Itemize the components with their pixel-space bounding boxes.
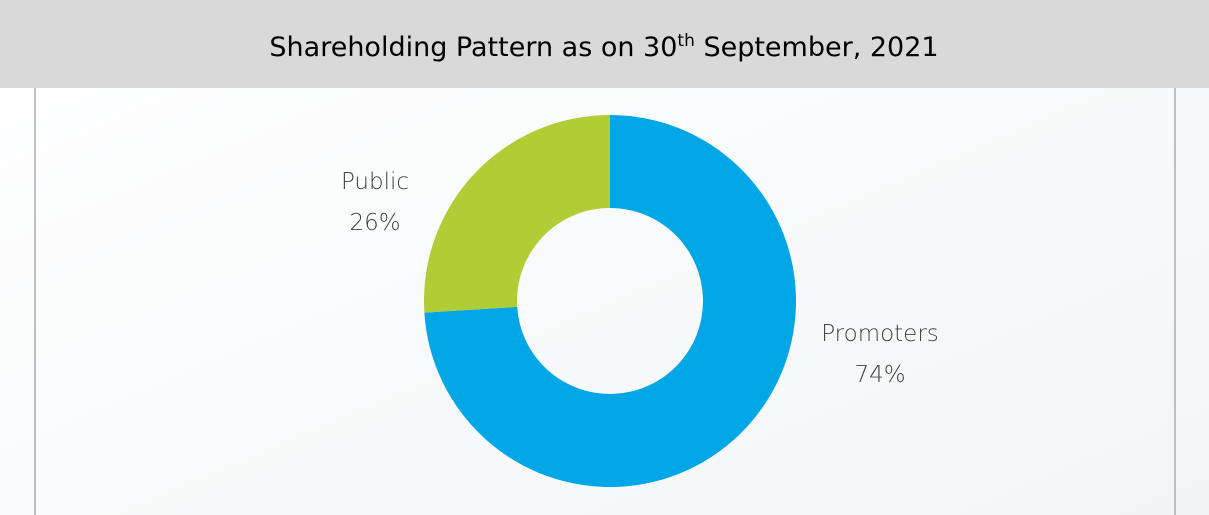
slice-category-label: Promoters (821, 321, 939, 347)
title-superscript: th (677, 31, 694, 51)
chart-title: Shareholding Pattern as on 30th Septembe… (269, 31, 938, 63)
title-text: September, 2021 (695, 32, 939, 63)
slice-category-label: Public (341, 169, 409, 195)
slice-value-label: 26% (349, 210, 400, 236)
slice-value-label: 74% (854, 362, 905, 388)
donut-slice (424, 115, 796, 488)
title-bar (0, 0, 1209, 88)
title-text: Shareholding Pattern as on 30 (269, 32, 677, 63)
donut-slice (424, 115, 610, 313)
